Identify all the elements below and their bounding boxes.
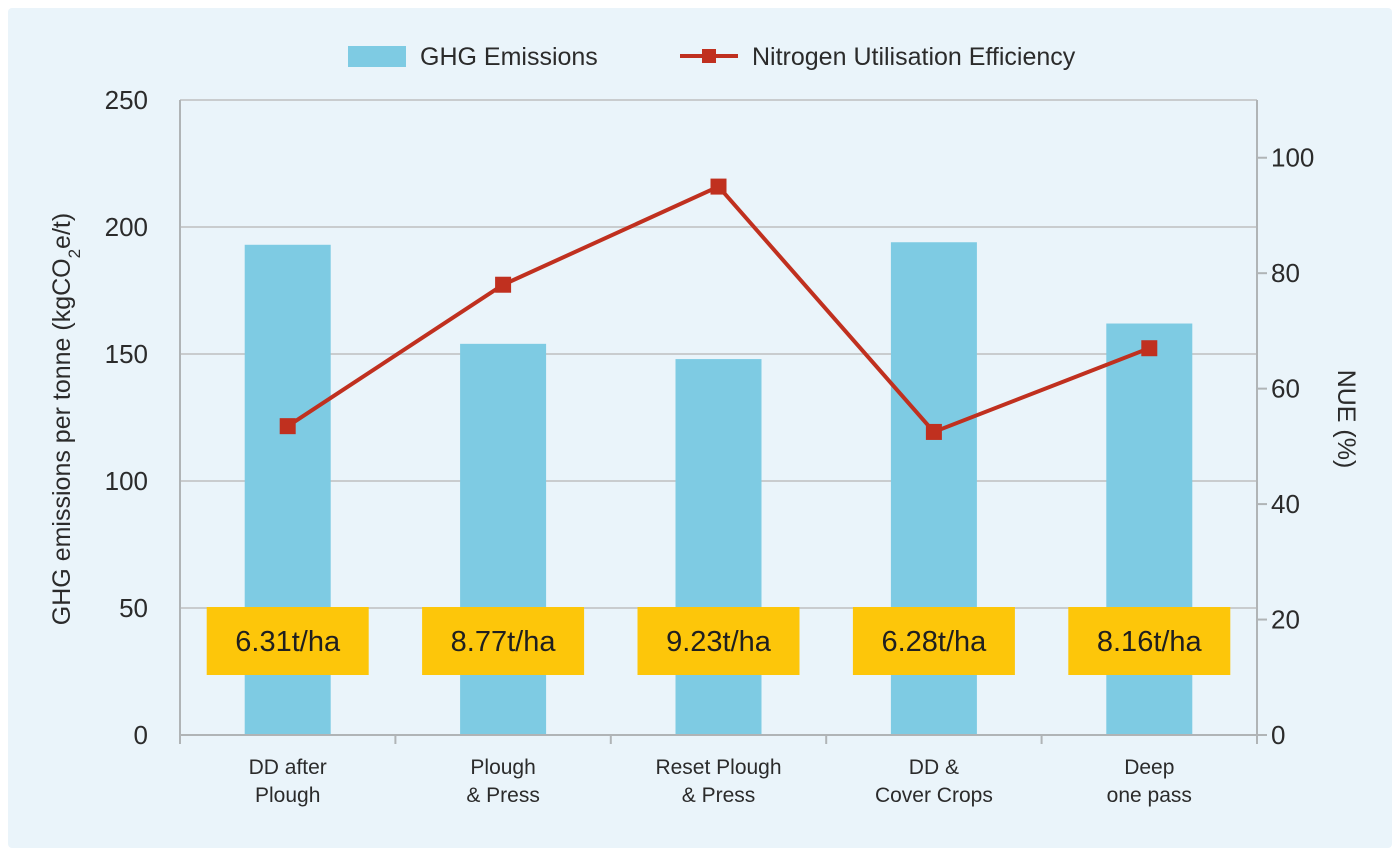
yield-label-2: 9.23t/ha xyxy=(666,626,772,658)
yield-box-1 xyxy=(422,607,585,675)
y-right-tick-label-5: 100 xyxy=(1271,143,1314,173)
y-right-tick-label-1: 20 xyxy=(1271,605,1300,635)
nue-point-2 xyxy=(710,178,727,195)
yield-box-0 xyxy=(206,607,369,675)
yield-labels: 6.31t/ha 8.77t/ha 9.23t/ha 6.28t/ha 8.16t/ha xyxy=(206,607,1231,675)
yield-box-3 xyxy=(852,607,1015,675)
y-right-tick-label-4: 80 xyxy=(1271,258,1300,288)
nue-point-3 xyxy=(925,423,942,440)
x-category-label-2: Reset Plough & Press xyxy=(655,756,781,807)
bar-1 xyxy=(460,343,547,735)
y-left-tick-label-4: 200 xyxy=(105,212,148,242)
x-category-label-3: DD & Cover Crops xyxy=(875,756,993,807)
x-category-label-1: Plough & Press xyxy=(466,756,540,807)
yield-box-2 xyxy=(637,607,800,675)
bar-2 xyxy=(675,359,762,735)
legend-bar-label: GHG Emissions xyxy=(420,43,598,71)
legend-line-label: Nitrogen Utilisation Efficiency xyxy=(752,43,1076,71)
y-left-tick-label-3: 150 xyxy=(105,339,148,369)
yield-label-0: 6.31t/ha xyxy=(235,626,341,658)
nue-point-0 xyxy=(279,418,296,435)
axes: 0 50 100 150 200 250 0 20 40 60 80 100 DD after Ploug… xyxy=(105,85,1315,807)
legend-bar-swatch xyxy=(348,46,406,67)
nue-point-4 xyxy=(1141,340,1158,357)
line-series xyxy=(279,178,1158,440)
y-left-tick-label-2: 100 xyxy=(105,466,148,496)
yield-label-3: 6.28t/ha xyxy=(881,626,987,658)
y-left-axis-title: GHG emissions per tonne (kgCO2e/t) xyxy=(48,213,84,625)
y-left-tick-label-0: 0 xyxy=(134,720,148,750)
y-left-tick-label-1: 50 xyxy=(119,593,148,623)
legend: GHG Emissions Nitrogen Utilisation Effic… xyxy=(348,43,1076,71)
yield-label-4: 8.16t/ha xyxy=(1097,626,1203,658)
y-right-axis-title: NUE (%) xyxy=(1332,370,1360,469)
y-left-tick-label-5: 250 xyxy=(105,85,148,115)
nue-point-1 xyxy=(495,276,512,293)
legend-line-marker xyxy=(702,49,716,63)
y-right-tick-label-2: 40 xyxy=(1271,489,1300,519)
y-right-tick-label-3: 60 xyxy=(1271,374,1300,404)
x-category-label-0: DD after Plough xyxy=(249,756,327,807)
x-category-label-4: Deep one pass xyxy=(1107,756,1192,807)
yield-box-4 xyxy=(1068,607,1231,675)
y-right-tick-label-0: 0 xyxy=(1271,720,1285,750)
yield-label-1: 8.77t/ha xyxy=(451,626,557,658)
